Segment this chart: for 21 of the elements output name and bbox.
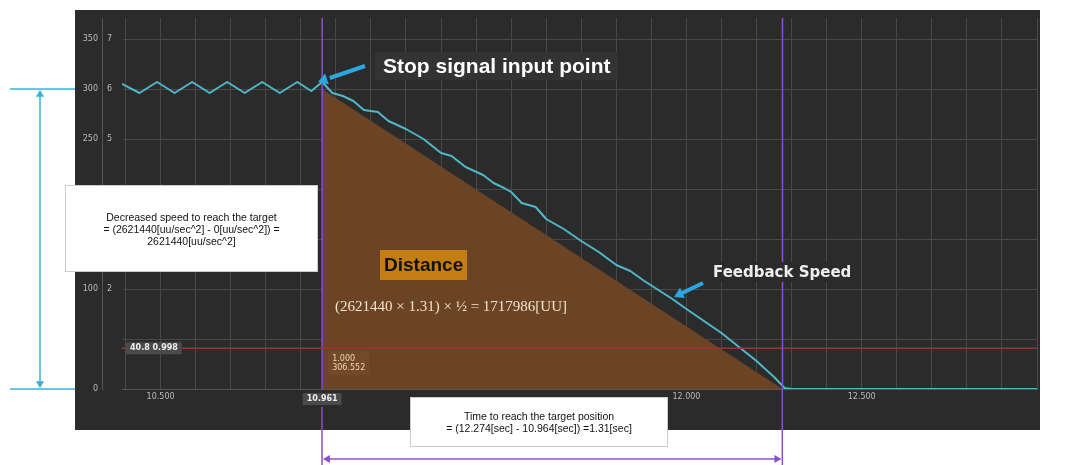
annotation: Feedback Speed — [710, 262, 855, 282]
y-tick-label: 0 — [92, 384, 98, 394]
y-tick-label: 300 — [82, 84, 98, 94]
y-tick-label: 350 — [82, 34, 98, 44]
annotation: Distance — [380, 250, 468, 280]
note-box: Decreased speed to reach the target = (2621440[uu/sec^2] - 0[uu/sec^2]) = 2621440[uu/sec^2] — [65, 185, 318, 272]
y2-tick-label: 6 — [106, 84, 112, 94]
x-tick-label: 12.000 — [672, 391, 701, 401]
annotation: (2621440 × 1.31) × ½ = 1717986[UU] — [335, 298, 568, 315]
y-tick-label: 100 — [82, 284, 98, 294]
note-box: Time to reach the target position = (12.274[sec] - 10.964[sec]) =1.31[sec] — [410, 397, 668, 447]
x-tick-label: 10.500 — [146, 391, 175, 401]
annotation: 1.000 306.552 — [328, 351, 370, 376]
x-tick-label: 12.500 — [847, 391, 876, 401]
ref-line-label: 40.8 0.998 — [130, 343, 179, 353]
y2-tick-label: 5 — [106, 134, 112, 144]
annotation: Stop signal input point — [375, 52, 619, 80]
y2-tick-label: 2 — [106, 284, 112, 294]
ref-line-label: 10.961 — [306, 394, 339, 404]
y2-tick-label: 7 — [106, 34, 112, 44]
y-tick-label: 250 — [82, 134, 98, 144]
